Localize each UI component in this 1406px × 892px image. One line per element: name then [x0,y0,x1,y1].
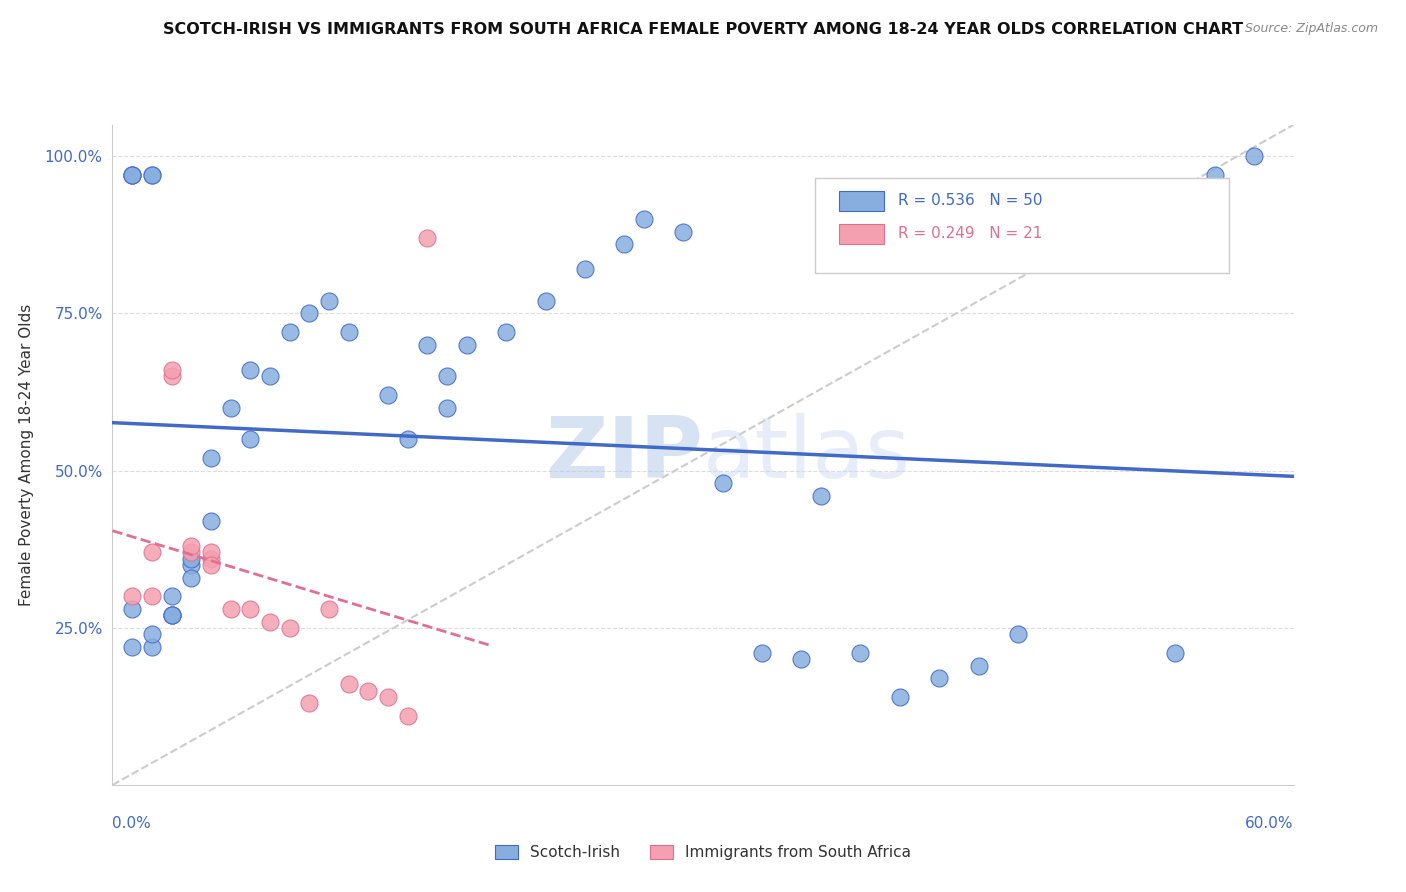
Text: Source: ZipAtlas.com: Source: ZipAtlas.com [1244,22,1378,36]
Point [416,231,439,245]
Point [180,551,202,566]
Point [121,602,143,616]
Y-axis label: Female Poverty Among 18-24 Year Olds: Female Poverty Among 18-24 Year Olds [18,304,34,606]
Legend: Scotch-Irish, Immigrants from South Africa: Scotch-Irish, Immigrants from South Afri… [488,838,918,866]
Point [495,326,517,340]
Point [1007,627,1029,641]
Point [259,369,281,384]
FancyBboxPatch shape [839,224,884,244]
Point [160,608,183,623]
Point [200,558,222,572]
Text: 0.0%: 0.0% [112,816,152,831]
Text: R = 0.249   N = 21: R = 0.249 N = 21 [898,227,1042,242]
Text: 60.0%: 60.0% [1246,816,1294,831]
Point [121,168,143,182]
Point [141,640,163,654]
Point [278,621,301,635]
Point [377,690,399,704]
Point [1164,646,1187,660]
Point [318,293,340,308]
Point [141,627,163,641]
Point [200,514,222,528]
Point [141,590,163,604]
Point [436,401,458,415]
Point [219,602,242,616]
FancyBboxPatch shape [815,178,1229,273]
Point [751,646,773,660]
Point [200,551,222,566]
Point [810,489,832,503]
Point [534,293,557,308]
Text: R = 0.536   N = 50: R = 0.536 N = 50 [898,194,1042,209]
Text: ZIP: ZIP [546,413,703,497]
Point [396,432,419,446]
Point [416,338,439,352]
Point [160,608,183,623]
Point [613,237,636,252]
Point [141,168,163,182]
Point [180,570,202,584]
Point [790,652,813,666]
Point [456,338,478,352]
Point [928,671,950,685]
Point [377,388,399,402]
Point [436,369,458,384]
Text: SCOTCH-IRISH VS IMMIGRANTS FROM SOUTH AFRICA FEMALE POVERTY AMONG 18-24 YEAR OLD: SCOTCH-IRISH VS IMMIGRANTS FROM SOUTH AF… [163,22,1243,37]
Point [160,363,183,377]
FancyBboxPatch shape [839,191,884,211]
Point [219,401,242,415]
Point [160,590,183,604]
Point [141,168,163,182]
Point [633,212,655,227]
Point [121,168,143,182]
Point [278,326,301,340]
Point [180,539,202,553]
Point [574,262,596,277]
Point [160,608,183,623]
Point [239,432,262,446]
Point [200,545,222,559]
Point [121,640,143,654]
Point [711,476,734,491]
Point [121,590,143,604]
Point [200,451,222,466]
Point [889,690,911,704]
Text: atlas: atlas [703,413,911,497]
Point [180,545,202,559]
Point [298,696,321,710]
Point [357,683,380,698]
Point [298,306,321,320]
Point [337,326,360,340]
Point [318,602,340,616]
Point [141,545,163,559]
Point [1243,149,1265,163]
Point [239,363,262,377]
Point [849,646,872,660]
Point [1204,168,1226,182]
Point [180,558,202,572]
Point [672,225,695,239]
Point [239,602,262,616]
Point [160,369,183,384]
Point [967,658,990,673]
Point [337,677,360,691]
Point [121,168,143,182]
Point [259,615,281,629]
Point [396,708,419,723]
